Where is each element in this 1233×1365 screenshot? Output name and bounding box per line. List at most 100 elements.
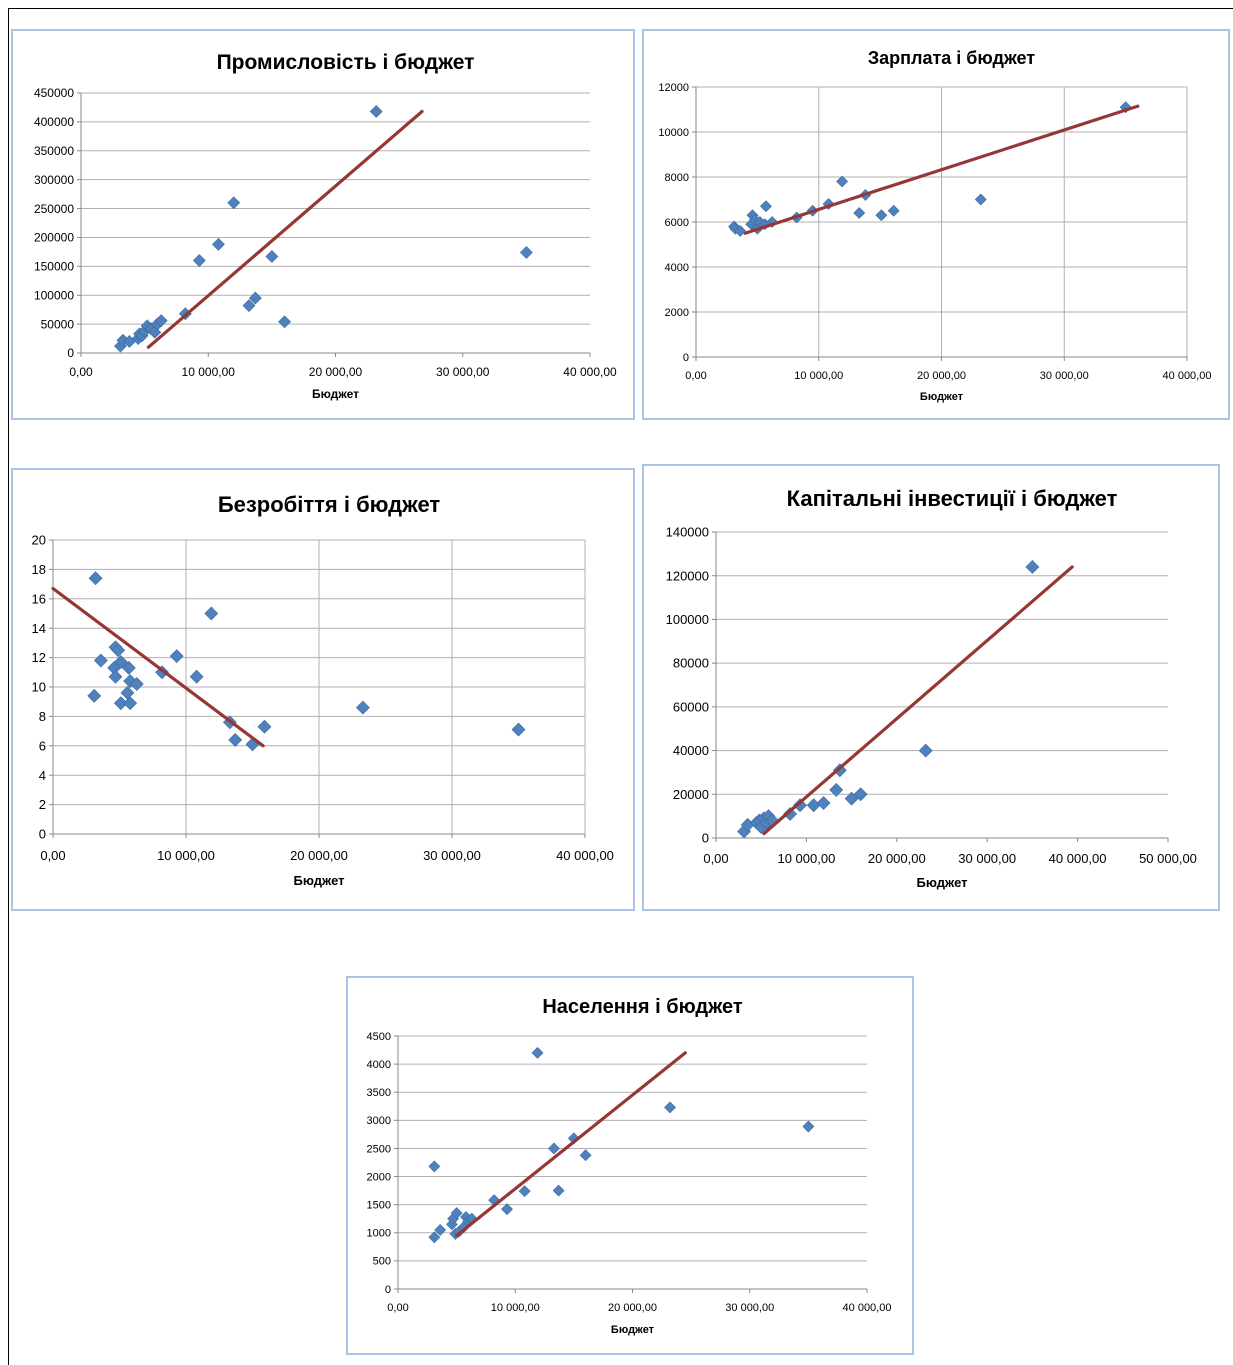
data-point <box>355 700 370 715</box>
y-tick-label: 50000 <box>41 317 75 331</box>
y-tick-label: 20000 <box>673 787 709 802</box>
y-tick-label: 2000 <box>665 307 689 319</box>
data-point <box>829 782 844 797</box>
chart-industry-budget: Промисловість і бюджет 0 50000 100000 150000… <box>11 29 635 420</box>
data-point <box>806 798 821 813</box>
data-point <box>853 207 866 219</box>
x-tick-label: 20 000,00 <box>290 848 348 863</box>
y-tick-label: 18 <box>32 562 46 577</box>
data-point <box>265 250 279 263</box>
x-tick-label: 20 000,00 <box>608 1302 657 1314</box>
y-tick-label: 4 <box>39 768 46 783</box>
chart-salary-budget: Зарплата і бюджет 0 2000 4000 6000 8000 10000 1… <box>642 29 1230 420</box>
x-tick-label: 0,00 <box>685 370 706 382</box>
y-tick-label: 2500 <box>367 1143 391 1155</box>
y-tick-label: 80000 <box>673 656 709 671</box>
data-point <box>802 1120 815 1133</box>
y-tick-label: 12 <box>32 650 46 665</box>
x-tick-label: 40 000,00 <box>1049 851 1107 866</box>
y-tick-label: 1000 <box>367 1228 391 1240</box>
data-point <box>793 798 807 813</box>
x-tick-label: 0,00 <box>69 365 93 379</box>
data-point <box>548 1142 560 1155</box>
x-tick-label: 40 000,00 <box>563 365 617 379</box>
y-tick-label: 250000 <box>34 202 74 216</box>
data-point <box>1025 560 1040 574</box>
data-point <box>887 204 900 217</box>
y-tick-label: 60000 <box>673 699 709 714</box>
y-tick-label: 2000 <box>367 1171 391 1183</box>
data-point <box>369 105 383 118</box>
data-point <box>93 653 108 668</box>
data-point <box>108 669 123 684</box>
y-tick-label: 3000 <box>367 1115 391 1127</box>
x-tick-label: 0,00 <box>387 1302 408 1314</box>
y-tick-label: 8000 <box>665 172 689 184</box>
data-point <box>518 1185 531 1198</box>
y-tick-label: 450000 <box>34 86 74 100</box>
trendline <box>455 1051 687 1238</box>
data-point <box>113 696 128 711</box>
x-tick-label: 30 000,00 <box>958 851 1016 866</box>
y-tick-label: 6000 <box>665 217 689 229</box>
chart-svg: Населення і бюджет 0 500 1000 1500 2000 2500 30… <box>367 996 892 1336</box>
data-point <box>816 796 831 810</box>
data-point <box>88 571 103 586</box>
chart-title: Безробіття і бюджет <box>218 492 441 517</box>
x-tick-label: 10 000,00 <box>777 851 835 866</box>
x-tick-label: 0,00 <box>703 851 728 866</box>
data-point <box>501 1203 513 1216</box>
y-tick-label: 20 <box>32 533 46 548</box>
y-tick-label: 200000 <box>34 231 74 245</box>
y-tick-label: 350000 <box>34 144 74 158</box>
x-tick-label: 40 000,00 <box>556 848 614 863</box>
x-tick-label: 30 000,00 <box>725 1302 774 1314</box>
data-point <box>531 1046 544 1059</box>
data-point <box>734 225 747 237</box>
y-tick-label: 1500 <box>367 1200 391 1212</box>
data-point <box>113 655 128 669</box>
x-tick-label: 10 000,00 <box>182 365 236 379</box>
data-point <box>228 732 243 747</box>
data-point <box>450 1207 463 1220</box>
y-tick-label: 8 <box>39 709 46 724</box>
x-axis-title: Бюджет <box>920 391 964 403</box>
data-point <box>853 787 868 802</box>
data-point <box>111 643 126 658</box>
y-tick-label: 3500 <box>367 1087 391 1099</box>
y-tick-label: 140000 <box>666 525 709 540</box>
data-point <box>129 677 144 691</box>
x-axis-title: Бюджет <box>917 875 968 890</box>
y-tick-label: 100000 <box>34 288 74 302</box>
chart-svg: Промисловість і бюджет 0 50000 100000 150000… <box>34 51 617 401</box>
data-point <box>428 1160 441 1173</box>
y-tick-label: 40000 <box>673 743 709 758</box>
y-tick-label: 0 <box>683 352 689 364</box>
y-tick-label: 2 <box>39 797 46 812</box>
chart-unemployment-budget: Безробіття і бюджет 0 2 4 6 8 10 12 14 16 18 20 0,00… <box>11 468 635 911</box>
x-tick-label: 20 000,00 <box>917 370 966 382</box>
y-tick-label: 12000 <box>658 82 689 94</box>
data-point <box>257 719 272 734</box>
chart-svg: Капітальні інвестиції і бюджет 0 20000 4000… <box>666 486 1197 890</box>
y-tick-label: 400000 <box>34 115 74 129</box>
y-tick-label: 10000 <box>658 127 689 139</box>
chart-svg: Безробіття і бюджет 0 2 4 6 8 10 12 14 16 18 20 0,00… <box>32 492 614 888</box>
y-tick-label: 0 <box>39 827 46 842</box>
page-frame-top <box>8 8 1233 9</box>
data-point <box>434 1224 447 1236</box>
x-tick-label: 30 000,00 <box>436 365 490 379</box>
data-point <box>974 193 987 206</box>
data-point <box>918 743 933 758</box>
page-frame-left <box>8 8 9 1365</box>
data-point <box>552 1184 565 1197</box>
data-point <box>120 685 135 700</box>
chart-title: Капітальні інвестиції і бюджет <box>787 486 1118 511</box>
x-tick-label: 0,00 <box>40 848 65 863</box>
chart-svg: Зарплата і бюджет 0 2000 4000 6000 8000 10000 1… <box>658 48 1211 403</box>
data-point <box>519 246 533 259</box>
y-tick-label: 4500 <box>367 1031 391 1043</box>
chart-title: Зарплата і бюджет <box>868 48 1035 68</box>
x-tick-label: 50 000,00 <box>1139 851 1197 866</box>
x-tick-label: 30 000,00 <box>423 848 481 863</box>
